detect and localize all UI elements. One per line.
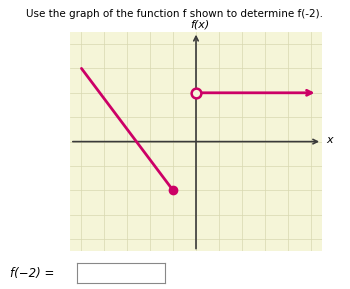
Text: f(−2) =: f(−2) = — [10, 267, 55, 279]
Text: Use the graph of the function f shown to determine f(-2).: Use the graph of the function f shown to… — [27, 9, 323, 19]
Text: f(x): f(x) — [190, 19, 209, 29]
Text: x: x — [327, 135, 333, 145]
